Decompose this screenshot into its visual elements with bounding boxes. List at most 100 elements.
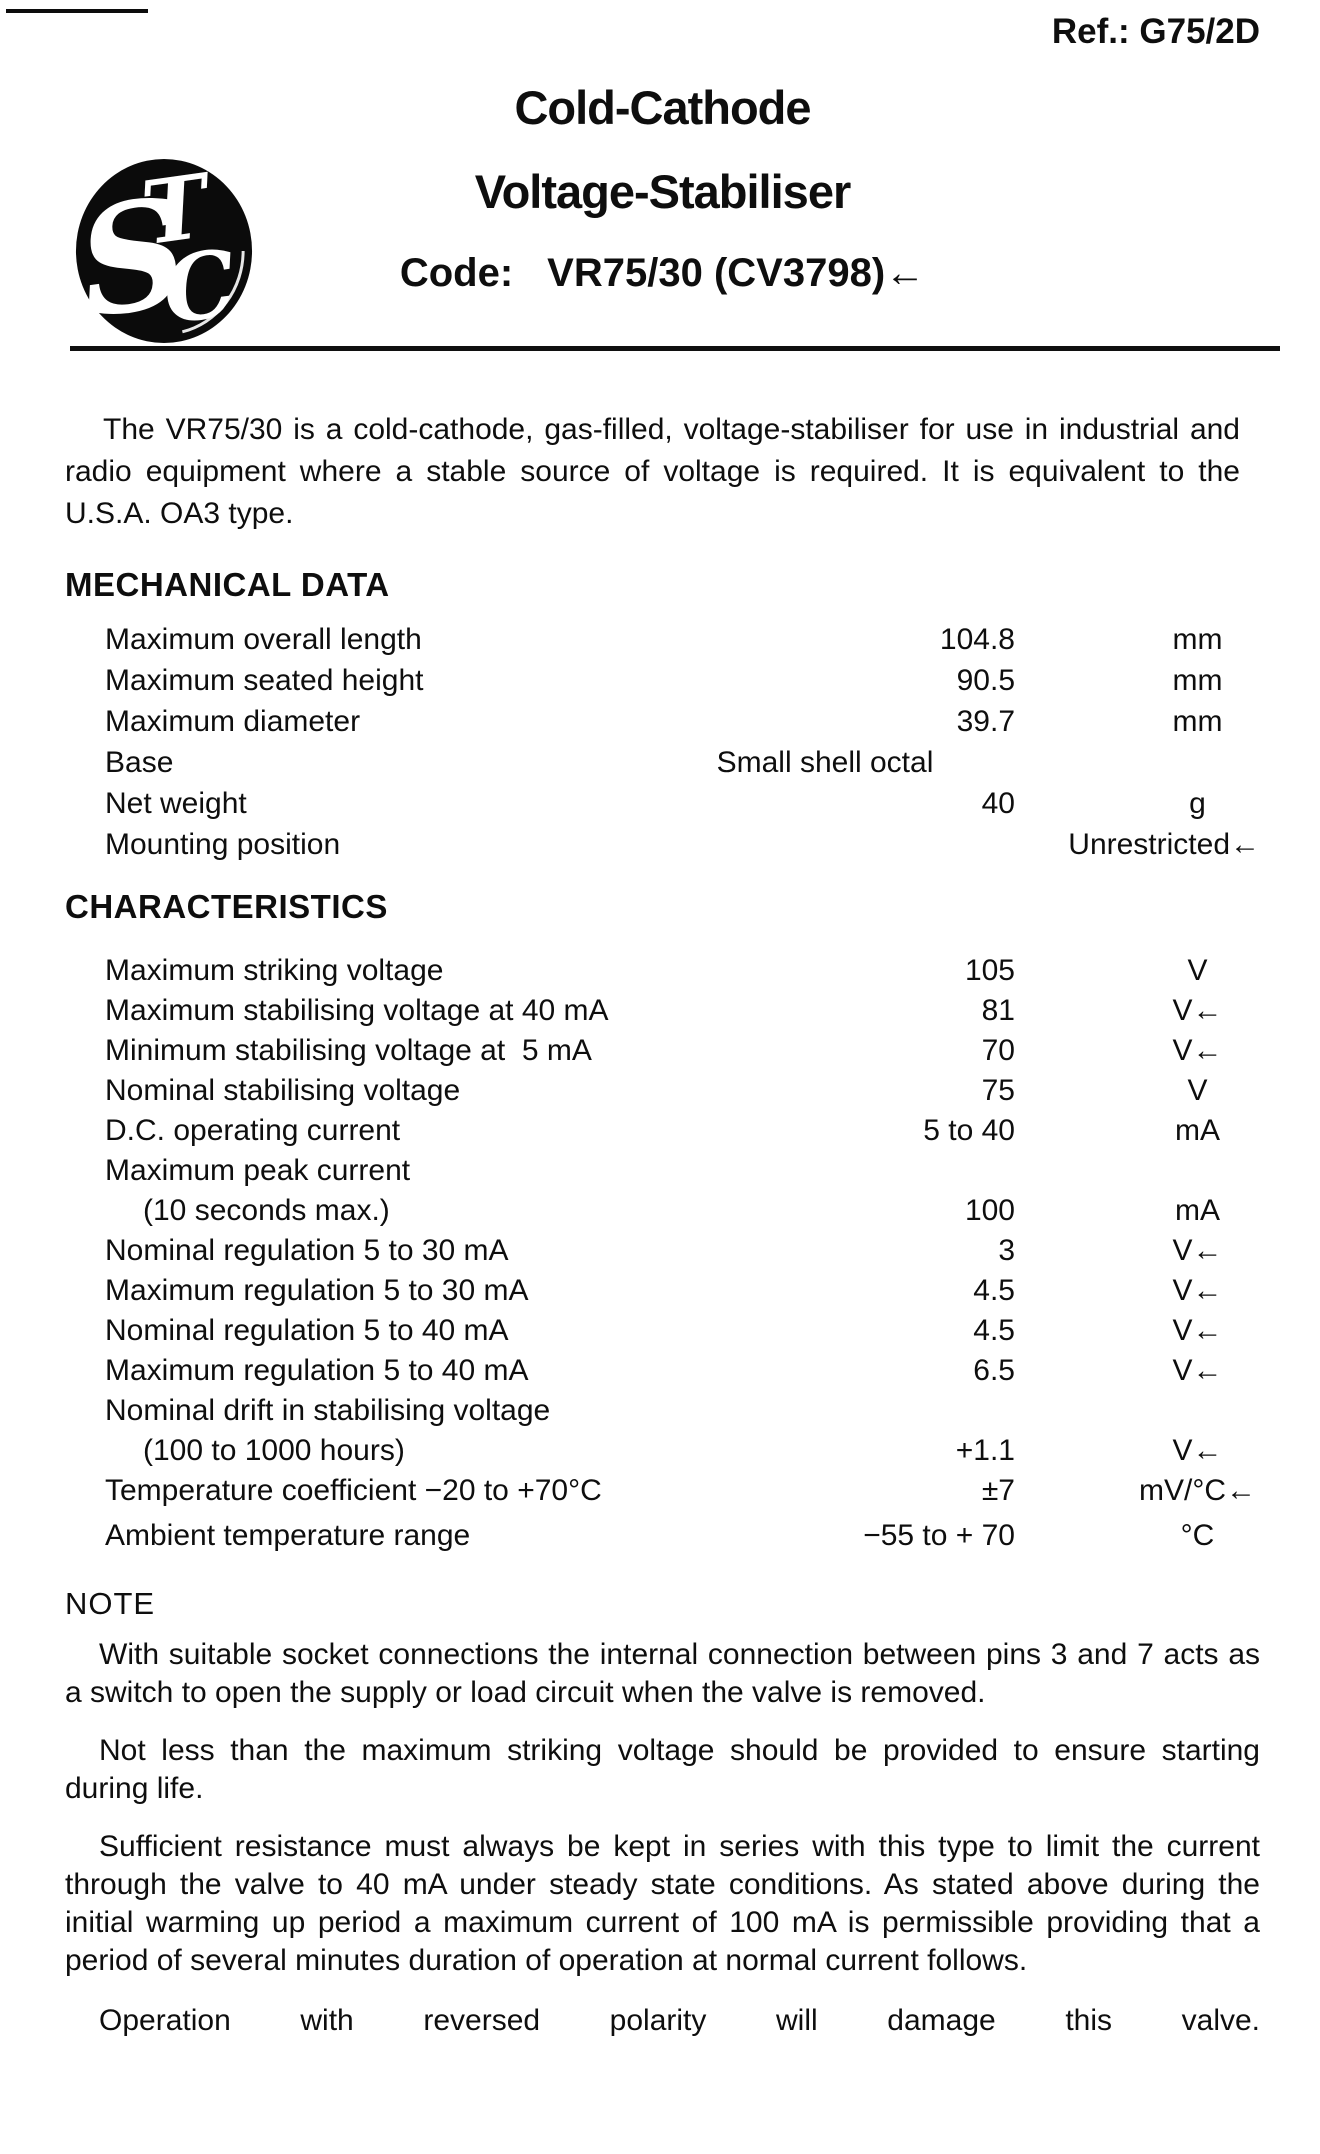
row-label: Net weight xyxy=(105,787,247,820)
row-value: 81 xyxy=(981,994,1015,1027)
row-unit: V← xyxy=(1172,1034,1223,1067)
row-unit: mm xyxy=(1172,664,1223,697)
row-label: (10 seconds max.) xyxy=(143,1194,390,1227)
row-unit: V← xyxy=(1172,1274,1223,1307)
page-title-line2: Voltage-Stabiliser xyxy=(474,165,852,218)
row-value: 6.5 xyxy=(973,1354,1015,1387)
row-label: Maximum overall length xyxy=(105,623,422,656)
horizontal-rule xyxy=(70,346,1280,351)
row-unit: g xyxy=(1189,787,1206,820)
table-row: Maximum overall length 104.8 mm xyxy=(65,619,1260,660)
row-unit: mm xyxy=(1172,623,1223,656)
note-paragraph: Sufficient resistance must always be kep… xyxy=(65,1830,1260,1977)
row-unit: Unrestricted← xyxy=(1068,828,1260,861)
row-value xyxy=(635,824,1015,865)
row-value: 39.7 xyxy=(956,705,1015,738)
row-unit xyxy=(1015,1151,1260,1191)
table-row: Mounting position Unrestricted← xyxy=(65,824,1260,865)
row-value: 40 xyxy=(981,787,1015,820)
table-row: Maximum seated height 90.5 mm xyxy=(65,660,1260,701)
table-row: Maximum diameter 39.7 mm xyxy=(65,701,1260,742)
row-label: Mounting position xyxy=(105,828,341,861)
notes-section: With suitable socket connections the int… xyxy=(65,1636,1260,2040)
table-row: Maximum regulation 5 to 30 mA 4.5 V← xyxy=(65,1271,1260,1311)
table-row: Temperature coefficient −20 to +70°C ±7 … xyxy=(65,1471,1260,1511)
table-row: Base Small shell octal xyxy=(65,742,1260,783)
table-row: D.C. operating current 5 to 40 mA xyxy=(65,1111,1260,1151)
row-value: 75 xyxy=(981,1074,1015,1107)
row-unit: °C xyxy=(1180,1519,1215,1552)
characteristics-heading: CHARACTERISTICS xyxy=(65,888,388,925)
table-row: Maximum stabilising voltage at 40 mA 81 … xyxy=(65,991,1260,1031)
row-unit: mV/°C← xyxy=(1139,1474,1256,1507)
row-label: Nominal regulation 5 to 40 mA xyxy=(105,1314,509,1347)
table-row: Nominal regulation 5 to 40 mA 4.5 V← xyxy=(65,1311,1260,1351)
code-line: Code: VR75/30 (CV3798)← xyxy=(65,250,1260,296)
table-row: (10 seconds max.) 100 mA xyxy=(65,1191,1260,1231)
row-value: +1.1 xyxy=(955,1434,1015,1467)
row-label: Maximum seated height xyxy=(105,664,424,697)
row-value: 105 xyxy=(964,954,1015,987)
table-row: Maximum peak current xyxy=(65,1151,1260,1191)
row-unit: V← xyxy=(1172,1234,1223,1267)
row-label: Maximum diameter xyxy=(105,705,361,738)
row-label: Maximum regulation 5 to 40 mA xyxy=(105,1354,529,1387)
logo-letter-c: C xyxy=(156,230,242,345)
mechanical-data-heading: MECHANICAL DATA xyxy=(65,566,390,603)
row-label: Maximum regulation 5 to 30 mA xyxy=(105,1274,529,1307)
table-row: Ambient temperature range −55 to + 70 °C xyxy=(65,1516,1260,1556)
table-row: Maximum striking voltage 105 V xyxy=(65,951,1260,991)
row-unit xyxy=(1015,742,1260,783)
row-value xyxy=(635,1391,1015,1431)
characteristics-table: Maximum striking voltage 105 V Maximum s… xyxy=(65,951,1260,1556)
row-label: Base xyxy=(105,746,174,779)
row-label: Nominal regulation 5 to 30 mA xyxy=(105,1234,509,1267)
row-label: Ambient temperature range xyxy=(105,1519,471,1552)
row-value: 90.5 xyxy=(956,664,1015,697)
row-unit: V← xyxy=(1172,1354,1223,1387)
row-unit xyxy=(1015,1391,1260,1431)
note-heading: NOTE xyxy=(65,1586,156,1621)
note-paragraph: With suitable socket connections the int… xyxy=(65,1638,1260,1709)
title-block: Cold-Cathode Voltage-Stabiliser Code: VR7… xyxy=(65,82,1260,296)
row-label: Maximum peak current xyxy=(105,1154,411,1187)
row-unit: V← xyxy=(1172,994,1223,1027)
table-row: Minimum stabilising voltage at 5 mA 70 V… xyxy=(65,1031,1260,1071)
row-label: D.C. operating current xyxy=(105,1114,401,1147)
table-row: (100 to 1000 hours) +1.1 V← xyxy=(65,1431,1260,1471)
row-unit: mm xyxy=(1172,705,1223,738)
page-title-line1: Cold-Cathode xyxy=(514,81,811,134)
row-unit: V← xyxy=(1172,1314,1223,1347)
document-ref: Ref.: G75/2D xyxy=(1051,12,1260,51)
note-paragraph: Not less than the maximum striking volta… xyxy=(65,1734,1260,1805)
row-unit: V xyxy=(1187,1074,1208,1107)
table-row: Nominal drift in stabilising voltage xyxy=(65,1391,1260,1431)
row-value: 104.8 xyxy=(939,623,1015,656)
row-value: 70 xyxy=(981,1034,1015,1067)
row-label: Nominal drift in stabilising voltage xyxy=(105,1394,551,1427)
row-value: 4.5 xyxy=(973,1274,1015,1307)
logo-letter-s: S xyxy=(73,164,198,346)
row-label: Temperature coefficient −20 to +70°C xyxy=(105,1474,602,1507)
mechanical-data-table: Maximum overall length 104.8 mm Maximum … xyxy=(65,619,1260,865)
stc-logo-icon: S T C xyxy=(73,156,253,346)
row-value xyxy=(635,1151,1015,1191)
table-row: Nominal stabilising voltage 75 V xyxy=(65,1071,1260,1111)
row-unit: V← xyxy=(1172,1434,1223,1467)
row-unit: V xyxy=(1187,954,1208,987)
code-label: Code: xyxy=(399,251,514,295)
table-row: Maximum regulation 5 to 40 mA 6.5 V← xyxy=(65,1351,1260,1391)
note-paragraph: Operation with reversed polarity will da… xyxy=(99,2004,1260,2037)
row-value: ±7 xyxy=(981,1474,1015,1507)
row-unit: mA xyxy=(1175,1194,1220,1227)
table-row: Nominal regulation 5 to 30 mA 3 V← xyxy=(65,1231,1260,1271)
intro-paragraph: The VR75/30 is a cold-cathode, gas-fille… xyxy=(65,413,1240,530)
row-value: 3 xyxy=(998,1234,1015,1267)
row-value: Small shell octal xyxy=(716,746,934,779)
row-value: 5 to 40 xyxy=(923,1114,1015,1147)
row-value: −55 to + 70 xyxy=(863,1519,1015,1552)
row-label: Nominal stabilising voltage xyxy=(105,1074,461,1107)
scan-artifact-line xyxy=(6,9,148,13)
row-value: 4.5 xyxy=(973,1314,1015,1347)
row-label: Maximum stabilising voltage at 40 mA xyxy=(105,994,609,1027)
